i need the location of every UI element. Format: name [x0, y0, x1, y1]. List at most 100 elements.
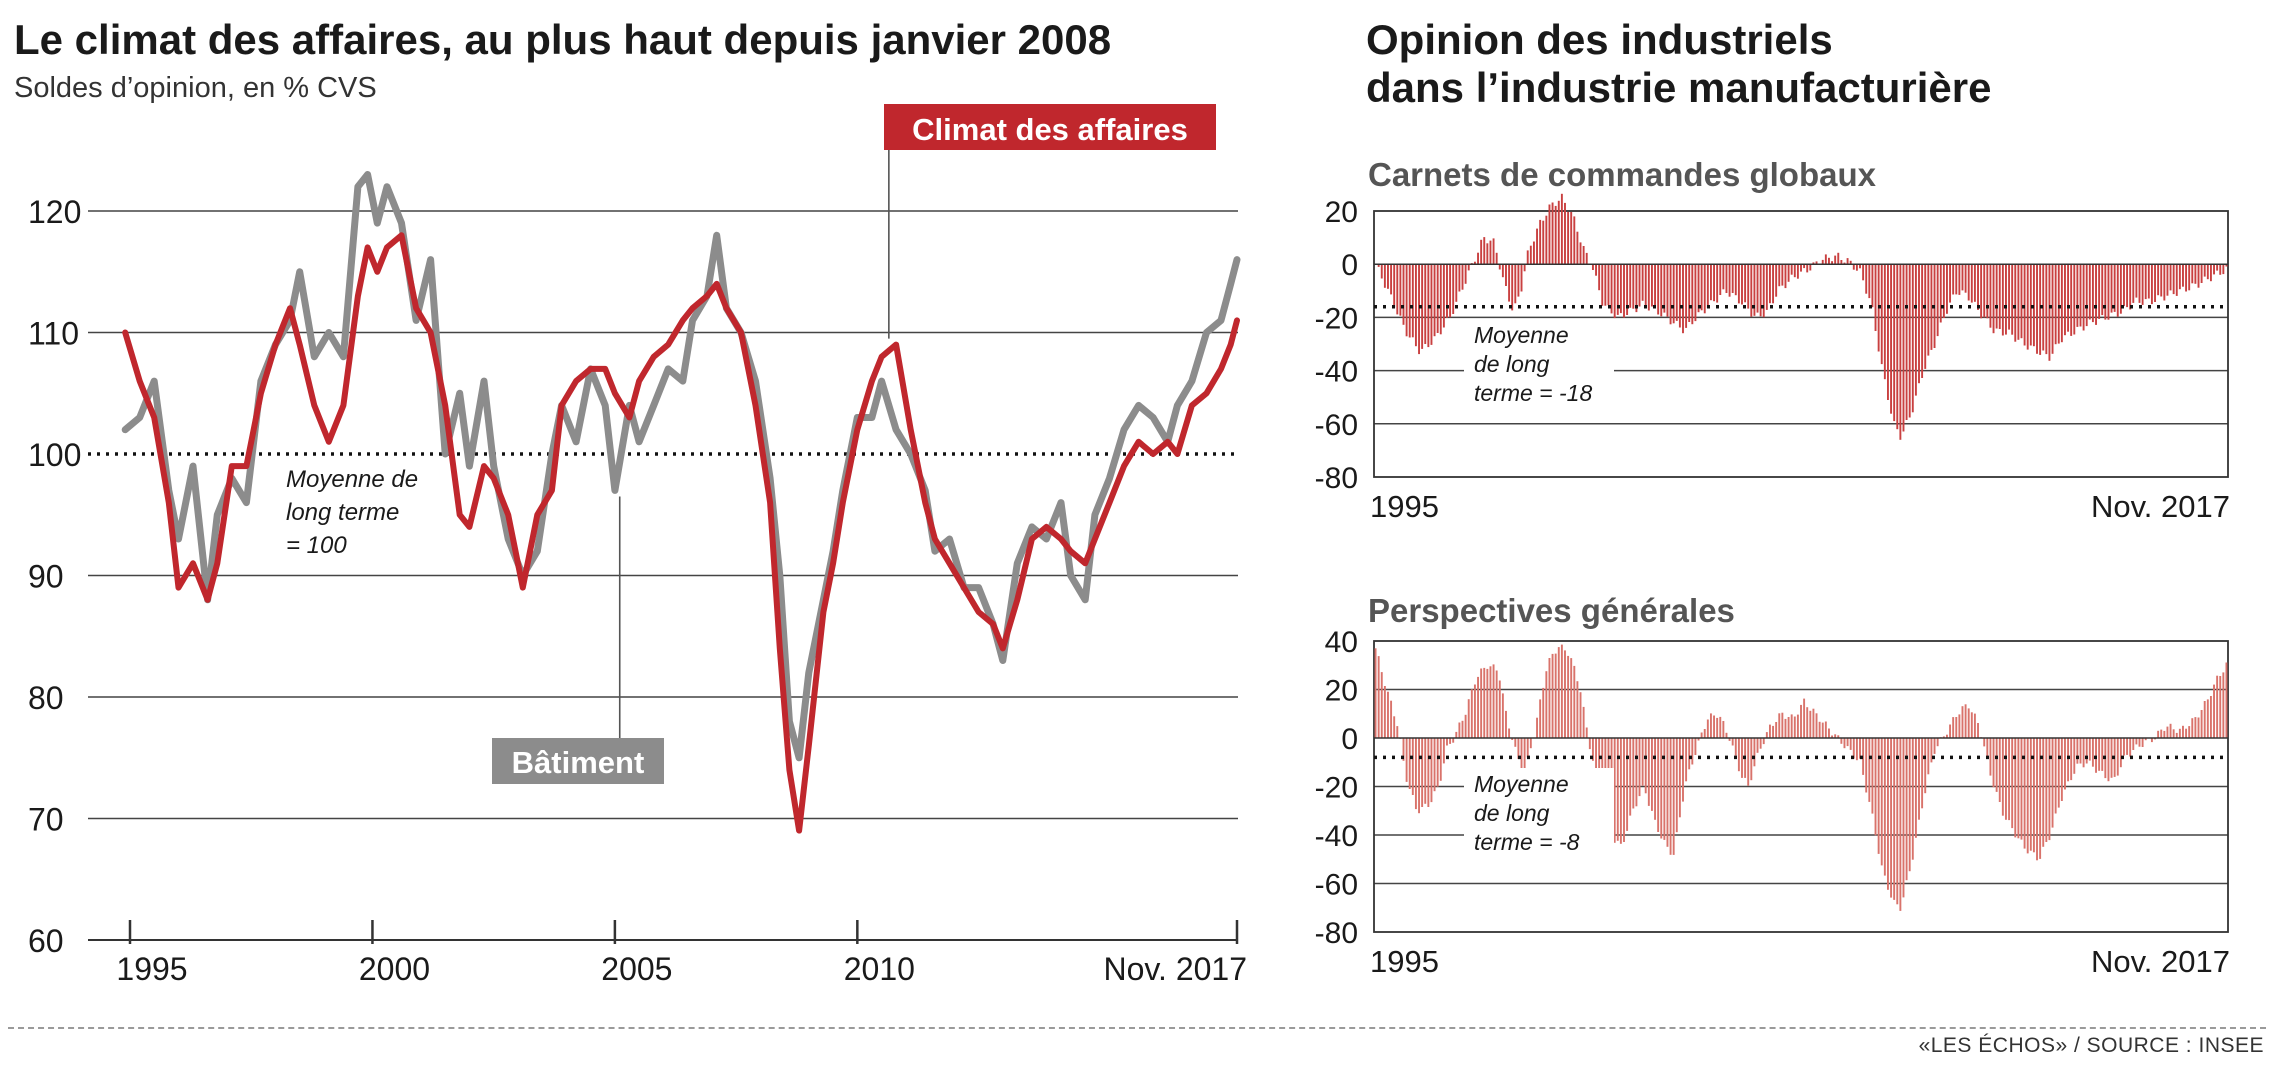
bar — [1874, 264, 1877, 331]
bar — [1582, 706, 1585, 738]
bar — [1408, 738, 1411, 789]
bar — [2119, 738, 2122, 768]
bar — [1480, 668, 1483, 738]
climat-series-label: Climat des affaires — [912, 112, 1188, 147]
bar — [1523, 738, 1526, 775]
bar — [2206, 699, 2209, 738]
bar — [1998, 264, 2001, 329]
bar — [2079, 264, 2082, 327]
bar — [2222, 672, 2225, 738]
bar — [1405, 738, 1408, 782]
bar — [1660, 738, 1663, 839]
bar — [2067, 264, 2070, 332]
bar — [1644, 264, 1647, 306]
bar — [1629, 738, 1632, 816]
bar — [2141, 738, 2144, 747]
bar — [1548, 658, 1551, 738]
bar — [1722, 721, 1725, 738]
bar — [1383, 264, 1386, 288]
bar — [1641, 264, 1644, 301]
bar — [1688, 738, 1691, 770]
bar — [2197, 264, 2200, 288]
bar — [1486, 668, 1489, 738]
source-credit: «LES ÉCHOS» / SOURCE : INSEE — [1918, 1034, 2264, 1057]
bar — [2166, 726, 2169, 738]
bar — [1473, 684, 1476, 738]
bar — [2008, 264, 2011, 330]
bar — [1483, 237, 1486, 265]
bar — [1452, 738, 1455, 743]
bar — [2169, 264, 2172, 291]
bar — [2191, 264, 2194, 284]
bar — [1747, 264, 1750, 309]
bar — [2017, 738, 2020, 839]
bar — [2144, 738, 2147, 741]
bar — [2188, 726, 2191, 738]
bar — [2029, 264, 2032, 346]
bar — [1452, 264, 1455, 314]
bar — [1942, 736, 1945, 738]
bar — [1498, 264, 1501, 270]
bar-y-tick-label: 20 — [1325, 196, 1358, 229]
bar — [1542, 220, 1545, 265]
bar — [1508, 264, 1511, 302]
bar — [1973, 264, 1976, 302]
bar — [1551, 653, 1554, 738]
bar — [1411, 264, 1414, 338]
bar — [1728, 738, 1731, 741]
bar — [1998, 738, 2001, 802]
bar — [2116, 738, 2119, 776]
bar — [1449, 264, 1452, 318]
bar — [1396, 726, 1399, 738]
bar — [1421, 738, 1424, 807]
bar — [1626, 264, 1629, 315]
bar — [1918, 264, 1920, 384]
bar — [2144, 264, 2147, 300]
bar — [1930, 264, 1933, 350]
bar — [1439, 738, 1442, 781]
bar-average-annotation-line: de long — [1474, 800, 1550, 826]
bar — [1977, 723, 1979, 738]
bar — [2213, 264, 2215, 275]
bar — [1598, 738, 1601, 786]
bar — [1675, 738, 1678, 833]
bar — [2129, 264, 2132, 310]
bar — [2036, 738, 2038, 861]
bar — [1520, 264, 1523, 292]
bar — [1517, 738, 1520, 759]
bar — [1753, 738, 1756, 767]
bar — [1591, 738, 1594, 761]
bar — [1554, 653, 1557, 738]
bar — [2178, 264, 2181, 290]
bar — [1402, 264, 1405, 325]
bar — [1672, 738, 1675, 855]
bar — [2222, 264, 2225, 275]
bar — [1800, 704, 1802, 738]
bar-x-end-label: Nov. 2017 — [2091, 489, 2230, 524]
bar — [2110, 264, 2113, 313]
bar — [1918, 738, 1920, 820]
bar — [1682, 738, 1684, 802]
bar — [1787, 717, 1790, 738]
right-panel-title-line2: dans l’industrie manufacturière — [1366, 64, 1992, 111]
bar — [2057, 738, 2060, 808]
bar — [1539, 699, 1542, 738]
bar — [1765, 264, 1768, 310]
bar — [1893, 738, 1896, 900]
bar — [1936, 738, 1939, 747]
bar — [2107, 264, 2110, 320]
bar — [1542, 687, 1545, 738]
annotation-backdrop — [1464, 768, 1614, 858]
bar — [2104, 264, 2107, 320]
bar — [2178, 728, 2181, 738]
bar — [1821, 722, 1824, 738]
bar — [1911, 264, 1914, 413]
bar — [1585, 727, 1588, 738]
bar — [1663, 264, 1666, 313]
bar — [2091, 738, 2094, 767]
bar-y-tick-label: -40 — [1315, 820, 1358, 853]
bar — [1728, 264, 1731, 297]
bar — [1505, 710, 1507, 738]
bar — [2032, 738, 2035, 853]
bar — [1560, 193, 1563, 265]
